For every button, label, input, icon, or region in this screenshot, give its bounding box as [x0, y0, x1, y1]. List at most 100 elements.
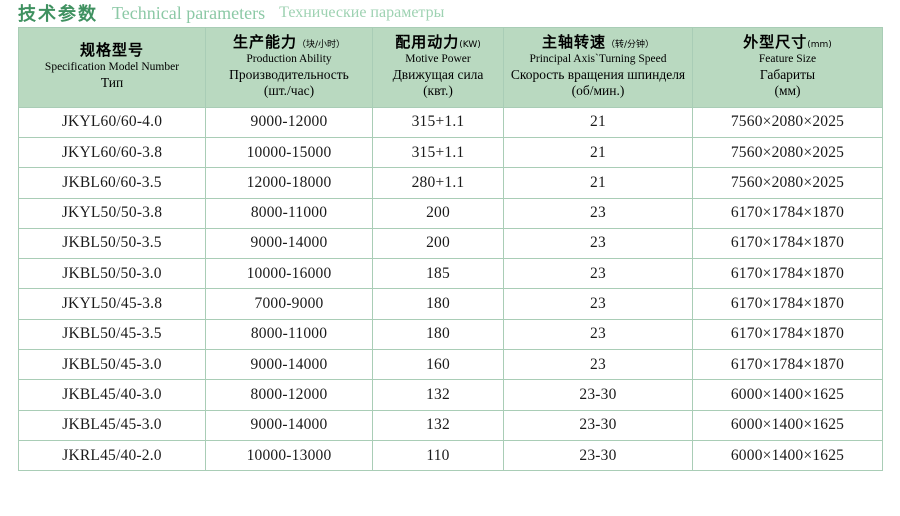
cell-feature-size: 6170×1784×1870	[692, 258, 883, 290]
cell-turning-speed: 23-30	[503, 379, 693, 411]
cell-production-ability: 9000-14000	[205, 348, 373, 381]
table-body: JKYL60/60-4.0 9000-12000 315+1.1 21 7560×208…	[18, 106, 883, 472]
cell-specification-model-number: JKBL60/60-3.5	[18, 167, 206, 199]
cell-production-ability: 10000-15000	[205, 136, 373, 169]
column-header-english: Motive Power	[405, 52, 471, 65]
page-title-chinese: 技术参数	[18, 4, 98, 25]
cell-specification-model-number: JKBL50/45-3.5	[18, 318, 206, 351]
cell-feature-size: 6170×1784×1870	[692, 348, 883, 381]
cell-feature-size: 7560×2080×2025	[692, 136, 883, 169]
cell-production-ability: 12000-18000	[205, 167, 373, 199]
table-row: JKYL60/60-4.0 9000-12000 315+1.1 21 7560×208…	[18, 106, 883, 138]
cell-specification-model-number: JKBL50/45-3.0	[18, 348, 206, 381]
cell-motive-power: 200	[372, 227, 504, 260]
cell-specification-model-number: JKBL45/40-3.0	[18, 379, 206, 411]
column-header-russian-unit: (мм)	[774, 83, 801, 99]
cell-production-ability: 8000-11000	[205, 197, 373, 229]
cell-turning-speed: 23	[503, 318, 693, 351]
cell-motive-power: 315+1.1	[372, 106, 504, 138]
cell-turning-speed: 21	[503, 106, 693, 138]
column-header-chinese: 配用动力(KW)	[395, 33, 481, 51]
parameters-table: 规格型号 Specification Model Number Тип 生产能力…	[18, 27, 883, 472]
page-title-english: Technical parameters	[112, 2, 266, 23]
table-row: JKBL50/45-3.5 8000-11000 180 23 6170×1784×18…	[18, 318, 883, 351]
column-header-russian: Производительность	[229, 66, 349, 82]
cell-motive-power: 315+1.1	[372, 136, 504, 169]
column-header-russian-unit: (шт./час)	[263, 83, 315, 99]
cell-motive-power: 132	[372, 409, 504, 441]
cell-specification-model-number: JKYL60/60-4.0	[18, 106, 206, 138]
cell-production-ability: 9000-12000	[205, 106, 373, 138]
cell-feature-size: 7560×2080×2025	[692, 167, 883, 199]
table-row: JKYL50/45-3.8 7000-9000 180 23 6170×1784×187…	[18, 288, 883, 320]
column-header-specification-model-number: 规格型号 Specification Model Number Тип	[18, 27, 206, 108]
cell-turning-speed: 21	[503, 167, 693, 199]
parameters-table-wrapper: 规格型号 Specification Model Number Тип 生产能力…	[18, 27, 883, 472]
cell-production-ability: 9000-14000	[205, 409, 373, 441]
column-header-principal-axis-turning-speed: 主轴转速（转/分钟） Principal Axis`Turning Speed …	[503, 27, 693, 108]
column-header-english: Production Ability	[246, 52, 332, 65]
page-title: 技术参数 Technical parameters Технические па…	[18, 0, 444, 26]
column-header-chinese: 外型尺寸(mm)	[743, 33, 832, 51]
cell-production-ability: 7000-9000	[205, 288, 373, 320]
cell-motive-power: 180	[372, 318, 504, 351]
column-header-feature-size: 外型尺寸(mm) Feature Size Габариты (мм)	[692, 27, 883, 108]
column-header-russian-unit: (квт.)	[423, 83, 453, 99]
column-header-russian-unit: (об/мин.)	[571, 83, 625, 99]
cell-feature-size: 6170×1784×1870	[692, 197, 883, 229]
cell-feature-size: 6170×1784×1870	[692, 227, 883, 260]
cell-specification-model-number: JKRL45/40-2.0	[18, 439, 206, 472]
cell-motive-power: 200	[372, 197, 504, 229]
cell-specification-model-number: JKYL50/50-3.8	[18, 197, 206, 229]
cell-turning-speed: 23	[503, 258, 693, 290]
column-header-chinese: 主轴转速（转/分钟）	[541, 33, 655, 51]
table-row: JKBL45/40-3.0 8000-12000 132 23-30 6000×1400…	[18, 379, 883, 411]
cell-feature-size: 6000×1400×1625	[692, 379, 883, 411]
cell-motive-power: 185	[372, 258, 504, 290]
table-row: JKBL45/45-3.0 9000-14000 132 23-30 6000×1400…	[18, 409, 883, 441]
cell-production-ability: 8000-12000	[205, 379, 373, 411]
cell-feature-size: 6000×1400×1625	[692, 409, 883, 441]
table-row: JKBL60/60-3.5 12000-18000 280+1.1 21 7560×20…	[18, 167, 883, 199]
cell-production-ability: 9000-14000	[205, 227, 373, 260]
cell-specification-model-number: JKBL50/50-3.0	[18, 258, 206, 290]
table-row: JKRL45/40-2.0 10000-13000 110 23-30 6000×140…	[18, 439, 883, 472]
table-row: JKYL60/60-3.8 10000-15000 315+1.1 21 7560×20…	[18, 136, 883, 169]
cell-specification-model-number: JKYL60/60-3.8	[18, 136, 206, 169]
cell-motive-power: 280+1.1	[372, 167, 504, 199]
cell-feature-size: 6170×1784×1870	[692, 288, 883, 320]
cell-turning-speed: 23-30	[503, 409, 693, 441]
cell-turning-speed: 23	[503, 288, 693, 320]
cell-turning-speed: 23	[503, 348, 693, 381]
column-header-russian: Габариты	[759, 66, 816, 82]
column-header-motive-power: 配用动力(KW) Motive Power Движущая сила (квт…	[372, 27, 504, 108]
column-header-russian: Скорость вращения шпинделя	[510, 66, 686, 82]
cell-production-ability: 8000-11000	[205, 318, 373, 351]
cell-turning-speed: 23	[503, 227, 693, 260]
column-header-english: Principal Axis`Turning Speed	[529, 52, 667, 65]
cell-specification-model-number: JKYL50/45-3.8	[18, 288, 206, 320]
cell-motive-power: 160	[372, 348, 504, 381]
cell-specification-model-number: JKBL50/50-3.5	[18, 227, 206, 260]
table-row: JKBL50/50-3.5 9000-14000 200 23 6170×1784×18…	[18, 227, 883, 260]
cell-production-ability: 10000-13000	[205, 439, 373, 472]
cell-motive-power: 110	[372, 439, 504, 472]
cell-feature-size: 7560×2080×2025	[692, 106, 883, 138]
cell-turning-speed: 23	[503, 197, 693, 229]
table-row: JKBL50/50-3.0 10000-16000 185 23 6170×1784×1…	[18, 258, 883, 290]
column-header-chinese: 生产能力（块/小时）	[232, 33, 346, 51]
column-header-english: Specification Model Number	[44, 60, 180, 73]
cell-turning-speed: 23-30	[503, 439, 693, 472]
column-header-russian: Тип	[100, 74, 124, 90]
cell-feature-size: 6170×1784×1870	[692, 318, 883, 351]
cell-motive-power: 132	[372, 379, 504, 411]
column-header-production-ability: 生产能力（块/小时） Production Ability Производит…	[205, 27, 373, 108]
table-header-row: 规格型号 Specification Model Number Тип 生产能力…	[18, 27, 883, 108]
table-row: JKYL50/50-3.8 8000-11000 200 23 6170×1784×18…	[18, 197, 883, 229]
cell-motive-power: 180	[372, 288, 504, 320]
column-header-russian: Движущая сила	[392, 66, 484, 82]
cell-turning-speed: 21	[503, 136, 693, 169]
table-header: 规格型号 Specification Model Number Тип 生产能力…	[18, 27, 883, 108]
column-header-chinese: 规格型号	[79, 41, 144, 60]
